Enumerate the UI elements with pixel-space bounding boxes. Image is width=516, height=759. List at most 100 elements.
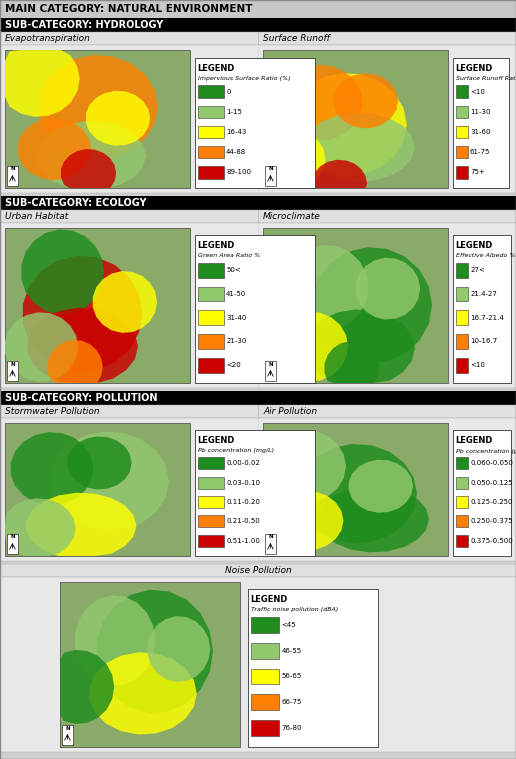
- FancyBboxPatch shape: [456, 166, 468, 178]
- FancyBboxPatch shape: [456, 515, 469, 528]
- Text: SUB-CATEGORY: HYDROLOGY: SUB-CATEGORY: HYDROLOGY: [5, 20, 164, 30]
- FancyBboxPatch shape: [453, 235, 511, 383]
- Text: 75+: 75+: [470, 169, 485, 175]
- FancyBboxPatch shape: [5, 423, 190, 556]
- FancyBboxPatch shape: [60, 582, 240, 747]
- Text: 76-80: 76-80: [281, 725, 302, 731]
- FancyBboxPatch shape: [251, 669, 279, 685]
- Polygon shape: [304, 113, 415, 181]
- Text: SUB-CATEGORY: ECOLOGY: SUB-CATEGORY: ECOLOGY: [5, 198, 147, 208]
- Polygon shape: [5, 50, 79, 117]
- Text: 16.7-21.4: 16.7-21.4: [471, 315, 504, 321]
- FancyBboxPatch shape: [198, 126, 224, 138]
- Text: LEGEND: LEGEND: [198, 241, 235, 250]
- Text: N: N: [10, 534, 15, 540]
- FancyBboxPatch shape: [456, 106, 468, 118]
- FancyBboxPatch shape: [456, 310, 469, 325]
- FancyBboxPatch shape: [7, 361, 18, 381]
- Polygon shape: [334, 74, 398, 128]
- FancyBboxPatch shape: [265, 166, 276, 186]
- Text: 61-75: 61-75: [470, 150, 490, 155]
- Text: N: N: [268, 534, 273, 540]
- FancyBboxPatch shape: [195, 430, 315, 556]
- Text: 31-60: 31-60: [470, 129, 491, 135]
- FancyBboxPatch shape: [456, 263, 469, 278]
- Text: 0.03-0.10: 0.03-0.10: [226, 480, 260, 486]
- FancyBboxPatch shape: [7, 534, 18, 554]
- Text: <20: <20: [226, 362, 241, 368]
- FancyBboxPatch shape: [0, 196, 516, 210]
- FancyBboxPatch shape: [0, 32, 516, 45]
- Text: 0.00-0.02: 0.00-0.02: [226, 461, 260, 466]
- Polygon shape: [97, 590, 213, 713]
- FancyBboxPatch shape: [263, 50, 448, 188]
- Text: 56-65: 56-65: [281, 673, 301, 679]
- FancyBboxPatch shape: [0, 418, 516, 561]
- FancyBboxPatch shape: [0, 577, 516, 752]
- Text: LEGEND: LEGEND: [456, 436, 493, 445]
- Text: Noise Pollution: Noise Pollution: [224, 566, 292, 575]
- Text: Air Pollution: Air Pollution: [263, 407, 317, 416]
- FancyBboxPatch shape: [198, 334, 224, 349]
- FancyBboxPatch shape: [456, 477, 469, 489]
- Text: 50<: 50<: [226, 267, 241, 273]
- Text: Traffic noise pollution (dBA): Traffic noise pollution (dBA): [251, 607, 338, 612]
- FancyBboxPatch shape: [263, 423, 448, 556]
- Polygon shape: [148, 616, 210, 682]
- Polygon shape: [286, 245, 368, 330]
- Polygon shape: [325, 342, 380, 383]
- FancyBboxPatch shape: [456, 287, 469, 301]
- Text: LEGEND: LEGEND: [198, 64, 235, 73]
- Text: LEGEND: LEGEND: [456, 64, 493, 73]
- FancyBboxPatch shape: [251, 694, 279, 710]
- FancyBboxPatch shape: [456, 496, 469, 508]
- Text: Pb concentration (mg/L): Pb concentration (mg/L): [198, 448, 273, 453]
- FancyBboxPatch shape: [5, 50, 190, 188]
- Polygon shape: [18, 118, 91, 180]
- FancyBboxPatch shape: [456, 86, 468, 98]
- Text: 0.060-0.050: 0.060-0.050: [471, 461, 513, 466]
- FancyBboxPatch shape: [198, 535, 224, 546]
- Text: 66-75: 66-75: [281, 699, 302, 705]
- Polygon shape: [23, 256, 142, 372]
- FancyBboxPatch shape: [251, 617, 279, 633]
- FancyBboxPatch shape: [0, 210, 516, 223]
- Polygon shape: [68, 436, 132, 490]
- Text: 0.375-0.500: 0.375-0.500: [471, 538, 513, 543]
- Text: LEGEND: LEGEND: [198, 436, 235, 445]
- FancyBboxPatch shape: [263, 228, 448, 383]
- Text: 1-15: 1-15: [226, 109, 242, 115]
- Polygon shape: [5, 312, 78, 382]
- Text: 41-50: 41-50: [226, 291, 246, 297]
- FancyBboxPatch shape: [0, 391, 516, 405]
- FancyBboxPatch shape: [5, 228, 190, 383]
- Polygon shape: [61, 149, 116, 188]
- FancyBboxPatch shape: [0, 564, 516, 577]
- Text: 89-100: 89-100: [226, 169, 251, 175]
- Polygon shape: [298, 444, 417, 543]
- FancyBboxPatch shape: [251, 720, 279, 736]
- Text: <45: <45: [281, 622, 296, 628]
- Text: 0.21-0.50: 0.21-0.50: [226, 518, 260, 524]
- FancyBboxPatch shape: [198, 146, 224, 159]
- FancyBboxPatch shape: [265, 361, 276, 381]
- Text: LEGEND: LEGEND: [456, 241, 493, 250]
- Text: N: N: [10, 361, 15, 367]
- Polygon shape: [21, 229, 104, 314]
- FancyBboxPatch shape: [0, 18, 516, 32]
- Text: 0.050-0.125: 0.050-0.125: [471, 480, 513, 486]
- Text: Urban Habitat: Urban Habitat: [5, 212, 68, 221]
- Text: 0.125-0.250: 0.125-0.250: [471, 499, 513, 505]
- Text: 0: 0: [226, 89, 231, 95]
- Text: Surface Runoff Ratio %: Surface Runoff Ratio %: [456, 76, 516, 81]
- Text: <10: <10: [470, 89, 485, 95]
- Text: 10-16.7: 10-16.7: [471, 339, 497, 345]
- Polygon shape: [312, 160, 367, 188]
- FancyBboxPatch shape: [456, 334, 469, 349]
- Polygon shape: [47, 340, 103, 383]
- FancyBboxPatch shape: [7, 166, 18, 186]
- FancyBboxPatch shape: [195, 58, 315, 188]
- Polygon shape: [349, 460, 413, 513]
- Polygon shape: [93, 271, 157, 333]
- Polygon shape: [11, 432, 93, 505]
